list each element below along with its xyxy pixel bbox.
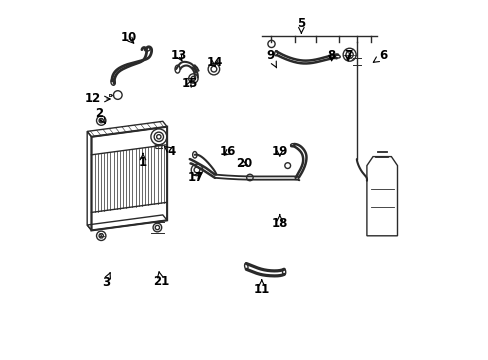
Text: 13: 13 [170, 49, 187, 62]
Circle shape [153, 223, 162, 232]
Circle shape [267, 40, 275, 48]
Text: 10: 10 [120, 31, 137, 44]
Text: 3: 3 [102, 273, 110, 289]
Ellipse shape [244, 263, 247, 270]
Text: 11: 11 [253, 280, 269, 296]
Circle shape [284, 163, 290, 168]
Text: 16: 16 [220, 145, 236, 158]
Circle shape [113, 91, 122, 99]
Text: 20: 20 [235, 157, 251, 170]
Circle shape [343, 48, 355, 61]
Ellipse shape [144, 48, 150, 51]
Ellipse shape [192, 152, 197, 158]
Text: 21: 21 [153, 272, 169, 288]
Text: 4: 4 [164, 145, 176, 158]
Text: 5: 5 [297, 17, 305, 33]
Text: 6: 6 [372, 49, 386, 62]
Text: 18: 18 [271, 215, 287, 230]
Text: 2: 2 [95, 107, 105, 123]
Text: 1: 1 [139, 153, 147, 169]
Text: 7: 7 [344, 49, 351, 62]
Ellipse shape [274, 51, 277, 56]
Text: 12: 12 [85, 93, 110, 105]
Circle shape [96, 116, 106, 125]
Text: 15: 15 [181, 77, 198, 90]
Text: 17: 17 [187, 171, 203, 184]
Circle shape [191, 164, 203, 176]
Ellipse shape [290, 144, 294, 147]
Ellipse shape [111, 79, 115, 85]
Text: 8: 8 [327, 49, 335, 62]
Circle shape [96, 231, 106, 240]
Circle shape [188, 74, 198, 83]
Circle shape [246, 174, 253, 181]
Text: 19: 19 [271, 145, 287, 158]
Ellipse shape [175, 65, 180, 73]
Circle shape [151, 129, 166, 145]
Ellipse shape [335, 55, 340, 58]
Text: 14: 14 [206, 57, 223, 69]
Ellipse shape [282, 269, 285, 275]
Text: 9: 9 [266, 49, 276, 68]
Circle shape [208, 63, 219, 75]
